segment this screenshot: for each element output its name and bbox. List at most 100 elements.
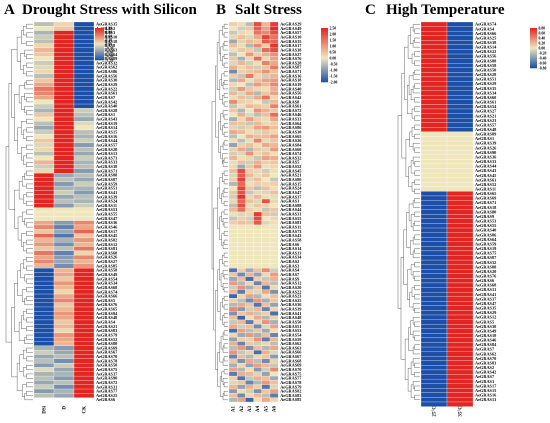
row-label: AeGRAS51 <box>475 77 496 82</box>
row-label: AeGRAS57 <box>475 122 497 127</box>
colorbar-segment <box>321 75 328 77</box>
row-label: AeGRAS30 <box>96 78 117 83</box>
colorbar-segment <box>530 62 537 64</box>
heatmap-cell <box>420 218 448 224</box>
heatmap-cell <box>261 246 271 251</box>
row-dendrogram <box>397 24 420 400</box>
heatmap-cell <box>53 47 75 53</box>
heatmap-cell <box>261 198 271 204</box>
colorbar-segment <box>95 29 104 31</box>
heatmap-cell <box>73 367 95 372</box>
heatmap-cell <box>228 177 238 182</box>
dendrogram-branch <box>219 376 224 397</box>
heatmap-cell <box>53 65 75 70</box>
heatmap-cell <box>261 302 271 308</box>
row-label: AeGRAS90 <box>96 376 117 381</box>
dendrogram-branch <box>412 24 420 32</box>
heatmap-cell <box>420 168 448 174</box>
row-label: AeGRAS32 <box>96 60 117 65</box>
dendrogram-branch <box>23 194 27 204</box>
row-label: AeGRAS21 <box>96 324 117 329</box>
heatmap-cell <box>420 324 448 329</box>
heatmap-cell <box>33 73 55 79</box>
row-label: AeGRAS71 <box>475 200 496 205</box>
heatmap-cell <box>53 216 75 221</box>
heatmap-cell <box>33 224 55 230</box>
heatmap-cell <box>53 367 75 372</box>
colorbar-segment <box>95 43 104 45</box>
heatmap-cell <box>420 273 448 279</box>
dendrogram-branch <box>23 242 27 252</box>
colorbar-segment <box>95 42 104 44</box>
row-label: AeGRAS65 <box>475 191 496 196</box>
row-label: AeGRAS66 <box>96 294 118 299</box>
colorbar-segment <box>321 36 328 38</box>
heatmap-cell <box>253 375 262 381</box>
colorbar-segment <box>321 52 328 54</box>
dendrogram-branch <box>405 139 410 177</box>
colorbar-segment <box>530 45 537 47</box>
row-label: AeGRAS3 <box>475 379 494 384</box>
heatmap-cell <box>237 95 246 100</box>
heatmap-cell <box>261 26 271 31</box>
heatmap-cell <box>237 73 246 79</box>
row-label: AeGRAS38 <box>96 164 117 169</box>
colorbar-segment <box>530 64 537 66</box>
row-label: AeGRAS6 <box>96 397 116 402</box>
dendrogram-branch <box>26 231 33 236</box>
row-label: AeGRAS35 <box>475 306 496 311</box>
dendrogram-branch <box>26 170 33 176</box>
heatmap-cell <box>253 289 262 295</box>
heatmap-cell <box>420 278 448 284</box>
dendrogram-branch <box>223 62 228 68</box>
colorbar-segment <box>530 51 537 53</box>
heatmap-cell <box>33 160 55 165</box>
heatmap-cell <box>73 203 95 208</box>
row-label: AeGRAS10 <box>280 35 301 40</box>
heatmap-cell <box>237 332 246 338</box>
heatmap-cell <box>253 272 262 277</box>
heatmap-cell <box>33 242 55 247</box>
row-label: AeGRAS36 <box>96 220 118 225</box>
heatmap-cell <box>33 56 55 61</box>
heatmap-cell <box>237 121 246 126</box>
heatmap-cell <box>228 371 238 377</box>
heatmap-cell <box>33 34 55 40</box>
dendrogram-branch <box>223 23 228 29</box>
heatmap-cell <box>73 185 95 191</box>
dendrogram-branch <box>222 270 228 277</box>
heatmap-cell <box>33 289 55 295</box>
row-label: AeGRAS34 <box>280 255 302 260</box>
heatmap-cell <box>261 69 271 74</box>
heatmap-cell <box>261 350 271 355</box>
heatmap-cell <box>73 43 95 49</box>
heatmap-cell <box>253 388 262 394</box>
heatmap-cell <box>228 164 238 169</box>
heatmap-cell <box>228 272 238 277</box>
heatmap-cell <box>446 369 474 375</box>
heatmap-cell <box>33 82 55 87</box>
heatmap-cell <box>269 216 279 221</box>
heatmap-cell <box>228 306 238 312</box>
heatmap-cell <box>245 47 254 53</box>
panel-a-letter: A <box>4 2 15 18</box>
dendrogram-branch <box>412 330 420 339</box>
heatmap-cell <box>237 60 246 66</box>
heatmap-cell <box>261 298 271 303</box>
colorbar-segment <box>321 64 328 67</box>
row-label: AeGRAS63 <box>96 47 117 52</box>
row-label: AeGRAS45 <box>96 233 117 238</box>
colorbar-segment <box>95 41 104 43</box>
heatmap-cell <box>420 177 448 183</box>
heatmap-cell <box>228 207 238 213</box>
dendrogram-branch <box>409 291 414 308</box>
heatmap-cell <box>53 375 75 381</box>
row-label: AeGRAS60 <box>475 95 496 100</box>
dendrogram-branch <box>222 393 228 401</box>
row-label: AeGRAS22 <box>96 86 117 91</box>
heatmap-cell <box>420 241 448 247</box>
dendrogram-branch <box>26 183 33 189</box>
row-label: AeGRAS70 <box>475 356 496 361</box>
heatmap-cell <box>237 86 246 92</box>
heatmap-cell <box>237 345 246 351</box>
